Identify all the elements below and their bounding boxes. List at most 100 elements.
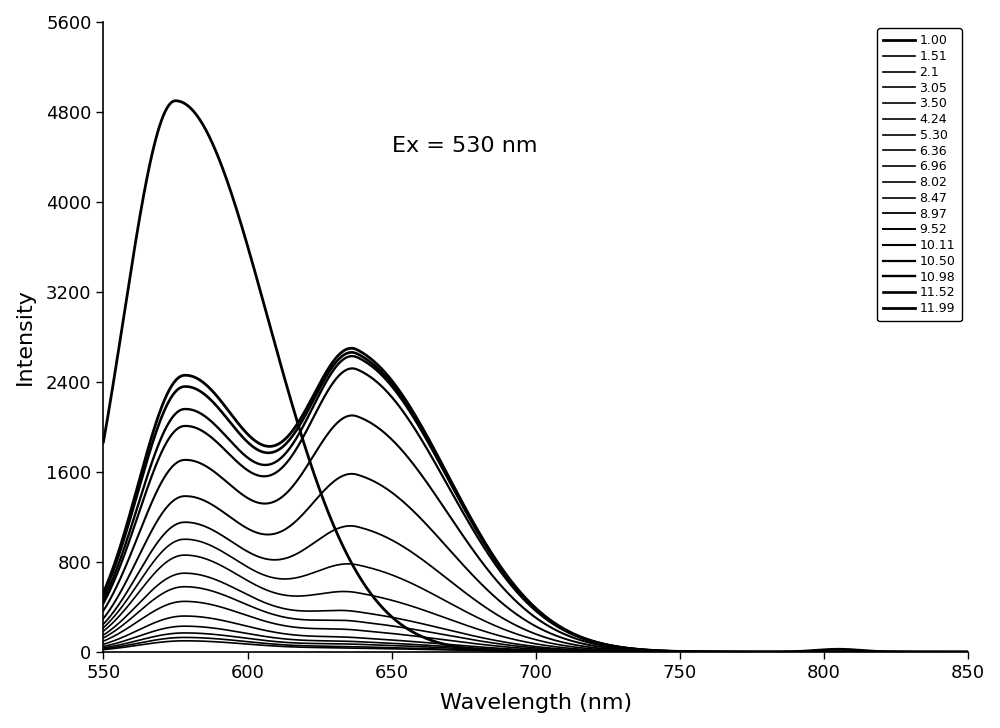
10.98 (976, 648, 988, 657)
1.00 (250, 272, 262, 280)
3.05 (976, 648, 988, 657)
6.96 (97, 630, 109, 639)
Line: 3.50: 3.50 (103, 626, 982, 652)
11.52 (250, 444, 262, 453)
3.05 (179, 628, 191, 637)
2.1 (976, 648, 988, 657)
10.11 (97, 606, 109, 615)
Line: 1.00: 1.00 (103, 100, 982, 652)
8.47 (473, 614, 485, 622)
6.36 (473, 636, 485, 645)
11.99 (976, 648, 988, 657)
8.47 (198, 538, 210, 547)
6.96 (250, 595, 262, 604)
8.02 (865, 648, 877, 657)
3.05 (97, 644, 109, 652)
8.97 (435, 569, 447, 578)
10.98 (346, 352, 358, 360)
1.00 (198, 122, 210, 131)
10.50 (435, 469, 447, 478)
6.36 (865, 648, 877, 657)
8.97 (865, 648, 877, 657)
9.52 (346, 470, 358, 478)
11.99 (97, 588, 109, 597)
10.98 (435, 461, 447, 470)
Line: 8.47: 8.47 (103, 539, 982, 652)
10.11 (250, 498, 262, 507)
3.50 (179, 622, 191, 630)
10.98 (865, 648, 877, 657)
4.24 (473, 643, 485, 652)
4.24 (435, 639, 447, 648)
9.52 (250, 528, 262, 537)
1.51 (250, 641, 262, 649)
4.24 (976, 648, 988, 657)
2.1 (179, 633, 191, 642)
10.50 (976, 648, 988, 657)
9.52 (865, 648, 877, 657)
3.50 (473, 644, 485, 653)
11.99 (865, 648, 877, 657)
11.52 (473, 529, 485, 538)
10.11 (346, 411, 358, 420)
10.50 (198, 427, 210, 436)
6.96 (198, 571, 210, 580)
11.99 (250, 437, 262, 446)
3.50 (959, 648, 971, 657)
10.98 (959, 648, 971, 657)
11.99 (345, 344, 357, 352)
3.50 (198, 622, 210, 631)
9.52 (473, 577, 485, 586)
5.30 (976, 648, 988, 657)
10.11 (435, 499, 447, 507)
6.36 (97, 633, 109, 642)
6.36 (976, 648, 988, 657)
10.11 (473, 554, 485, 563)
10.98 (97, 596, 109, 604)
6.36 (179, 582, 191, 591)
Line: 6.36: 6.36 (103, 587, 982, 652)
9.52 (435, 536, 447, 545)
Line: 5.30: 5.30 (103, 601, 982, 652)
1.51 (97, 645, 109, 654)
Line: 6.96: 6.96 (103, 573, 982, 652)
1.00 (170, 96, 182, 105)
Line: 8.02: 8.02 (103, 555, 982, 652)
5.30 (97, 637, 109, 646)
4.24 (198, 613, 210, 622)
1.51 (959, 648, 971, 657)
8.02 (435, 612, 447, 620)
Text: Ex = 530 nm: Ex = 530 nm (392, 135, 537, 156)
5.30 (435, 635, 447, 644)
X-axis label: Wavelength (nm): Wavelength (nm) (440, 693, 632, 713)
8.02 (198, 554, 210, 563)
11.52 (198, 389, 210, 398)
8.97 (250, 551, 262, 560)
8.02 (959, 648, 971, 657)
6.96 (865, 648, 877, 657)
8.47 (865, 648, 877, 657)
3.05 (435, 644, 447, 652)
9.52 (959, 648, 971, 657)
1.00 (473, 645, 485, 654)
10.98 (198, 411, 210, 420)
10.11 (959, 648, 971, 657)
3.05 (198, 629, 210, 638)
5.30 (198, 598, 210, 607)
11.52 (435, 459, 447, 468)
3.05 (473, 645, 485, 654)
2.1 (250, 638, 262, 647)
8.97 (97, 620, 109, 628)
5.30 (250, 614, 262, 623)
11.52 (97, 590, 109, 599)
8.02 (179, 551, 191, 560)
1.00 (97, 438, 109, 446)
6.96 (976, 648, 988, 657)
1.00 (959, 648, 971, 657)
11.52 (346, 348, 358, 357)
3.05 (959, 648, 971, 657)
1.51 (473, 646, 485, 655)
Line: 3.05: 3.05 (103, 633, 982, 652)
8.47 (435, 594, 447, 603)
6.36 (250, 604, 262, 613)
